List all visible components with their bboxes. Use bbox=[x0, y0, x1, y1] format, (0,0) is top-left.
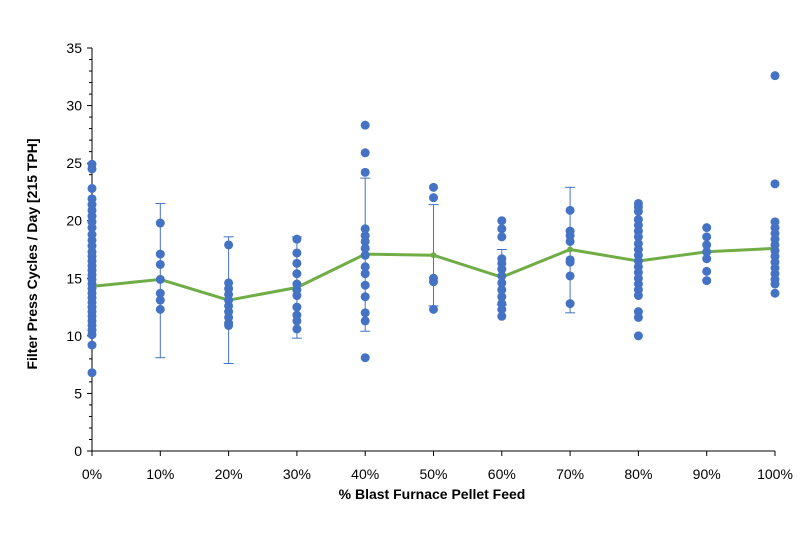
y-tick-label: 20 bbox=[66, 213, 82, 229]
y-tick-label: 5 bbox=[74, 385, 82, 401]
data-point bbox=[224, 320, 234, 330]
data-point bbox=[292, 234, 302, 244]
data-point bbox=[497, 216, 507, 226]
data-point bbox=[770, 279, 780, 289]
data-point bbox=[702, 223, 712, 233]
tick-labels-group: 0 5 10 15 20 25 30 35 0% 10% 20% 30% 40% 50% 60% 70% 80%… bbox=[66, 40, 792, 482]
data-point bbox=[497, 278, 507, 288]
data-point bbox=[770, 71, 780, 81]
y-tick-label: 30 bbox=[66, 98, 82, 114]
data-point bbox=[87, 223, 97, 233]
data-point bbox=[429, 182, 438, 192]
data-point bbox=[87, 164, 97, 174]
y-tick-label: 10 bbox=[66, 328, 82, 344]
data-point bbox=[497, 311, 507, 321]
data-point bbox=[155, 288, 165, 298]
data-point bbox=[360, 224, 370, 234]
data-point bbox=[702, 240, 712, 250]
data-point bbox=[770, 288, 780, 298]
data-point bbox=[360, 148, 370, 158]
x-tick-label: 40% bbox=[351, 466, 379, 482]
data-point bbox=[360, 308, 370, 318]
data-point bbox=[360, 353, 370, 363]
data-point bbox=[155, 259, 165, 269]
data-point bbox=[292, 324, 302, 334]
data-point bbox=[429, 193, 438, 203]
scatter-points-group bbox=[87, 71, 780, 378]
data-point bbox=[360, 269, 370, 279]
data-point bbox=[633, 207, 643, 217]
data-point bbox=[497, 271, 507, 281]
data-point bbox=[292, 248, 302, 258]
data-point bbox=[360, 316, 370, 326]
data-point bbox=[155, 249, 165, 259]
x-tick-label: 10% bbox=[146, 466, 174, 482]
data-point bbox=[497, 285, 507, 295]
data-point bbox=[770, 179, 780, 189]
data-point bbox=[497, 292, 507, 302]
x-tick-label: 30% bbox=[283, 466, 311, 482]
y-tick-label: 35 bbox=[66, 40, 82, 56]
data-point bbox=[360, 120, 370, 130]
y-tick-label: 0 bbox=[74, 443, 82, 459]
data-point bbox=[292, 316, 302, 326]
data-point bbox=[292, 258, 302, 268]
data-point bbox=[360, 292, 370, 302]
x-tick-label: 60% bbox=[488, 466, 516, 482]
data-point bbox=[497, 264, 507, 274]
data-point bbox=[565, 257, 575, 267]
data-point bbox=[702, 276, 712, 286]
data-point bbox=[497, 232, 507, 242]
x-tick-label: 50% bbox=[419, 466, 447, 482]
x-tick-label: 0% bbox=[82, 466, 102, 482]
data-point bbox=[565, 205, 575, 215]
data-point bbox=[155, 295, 165, 305]
data-point bbox=[155, 274, 165, 284]
data-point bbox=[360, 280, 370, 290]
data-point bbox=[497, 304, 507, 314]
mean-marker bbox=[567, 246, 574, 253]
data-point bbox=[702, 254, 712, 264]
x-tick-label: 100% bbox=[757, 466, 793, 482]
data-point bbox=[360, 250, 370, 260]
data-point bbox=[360, 167, 370, 177]
mean-marker bbox=[430, 252, 437, 259]
data-point bbox=[87, 368, 97, 378]
data-point bbox=[292, 291, 302, 301]
data-point bbox=[292, 302, 302, 312]
y-axis-title: Filter Press Cycles / Day [215 TPH] bbox=[24, 138, 40, 369]
data-point bbox=[429, 277, 438, 287]
data-point bbox=[155, 304, 165, 314]
x-tick-label: 90% bbox=[693, 466, 721, 482]
data-point bbox=[702, 247, 712, 257]
x-tick-label: 80% bbox=[624, 466, 652, 482]
data-point bbox=[360, 243, 370, 253]
data-point bbox=[633, 312, 643, 322]
data-point bbox=[633, 331, 643, 341]
data-point bbox=[429, 304, 438, 314]
data-point bbox=[702, 266, 712, 276]
data-point bbox=[155, 218, 165, 228]
x-tick-label: 70% bbox=[556, 466, 584, 482]
data-point bbox=[292, 269, 302, 279]
x-tick-label: 20% bbox=[215, 466, 243, 482]
data-point bbox=[87, 330, 97, 340]
data-point bbox=[360, 236, 370, 246]
y-tick-label: 25 bbox=[66, 155, 82, 171]
data-point bbox=[497, 224, 507, 234]
x-axis-title: % Blast Furnace Pellet Feed bbox=[339, 486, 526, 502]
axes-group bbox=[87, 47, 776, 456]
data-point bbox=[633, 232, 643, 242]
data-point bbox=[565, 236, 575, 246]
data-point bbox=[633, 291, 643, 301]
data-point bbox=[224, 240, 234, 250]
data-point bbox=[87, 340, 97, 350]
data-point bbox=[87, 183, 97, 193]
y-tick-label: 15 bbox=[66, 270, 82, 286]
data-point bbox=[360, 262, 370, 272]
data-point bbox=[702, 232, 712, 242]
data-point bbox=[565, 271, 575, 281]
data-point bbox=[565, 299, 575, 309]
